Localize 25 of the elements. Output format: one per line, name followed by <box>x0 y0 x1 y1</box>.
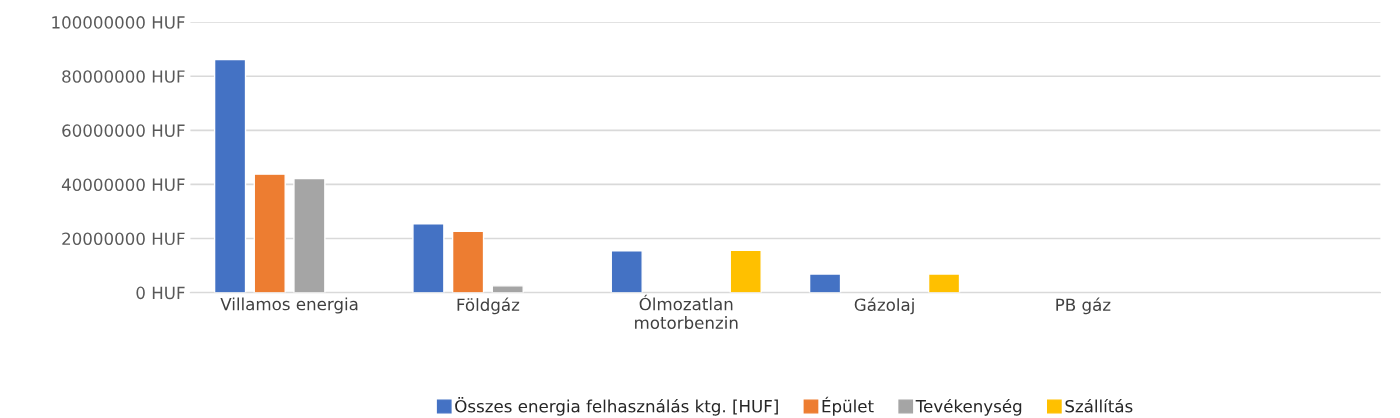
bar <box>927 273 961 293</box>
bar <box>412 223 445 293</box>
y-tick-label: 20000000 HUF <box>62 232 185 246</box>
bar <box>451 230 485 293</box>
x-tick-label: Villamos energia <box>220 297 358 314</box>
x-tick-label: Gázolaj <box>854 297 914 315</box>
bar <box>213 58 247 293</box>
bar <box>729 249 762 293</box>
x-tick-label: Földgáz <box>457 297 520 315</box>
legend-label: Tevékenység <box>915 398 1022 416</box>
bar <box>610 249 643 293</box>
x-tick-label: Ólmozatlan motorbenzin <box>635 294 738 330</box>
bar <box>293 177 326 293</box>
legend-label: Összes energia felhasználás ktg. [HUF] <box>455 397 778 416</box>
y-tick-label: 0 HUF <box>136 286 185 300</box>
y-tick-label: 40000000 HUF <box>61 178 185 191</box>
legend-label: Szállítás <box>1065 398 1133 413</box>
bar <box>253 173 286 293</box>
legend-label: Épület <box>822 396 874 416</box>
bar <box>491 285 524 293</box>
bar <box>808 273 842 293</box>
y-tick-label: 60000000 HUF <box>62 124 185 137</box>
x-tick-label: PB gáz <box>1056 297 1111 315</box>
y-tick-label: 100000000 HUF <box>52 16 185 29</box>
y-tick-label: 80000000 HUF <box>62 70 185 83</box>
